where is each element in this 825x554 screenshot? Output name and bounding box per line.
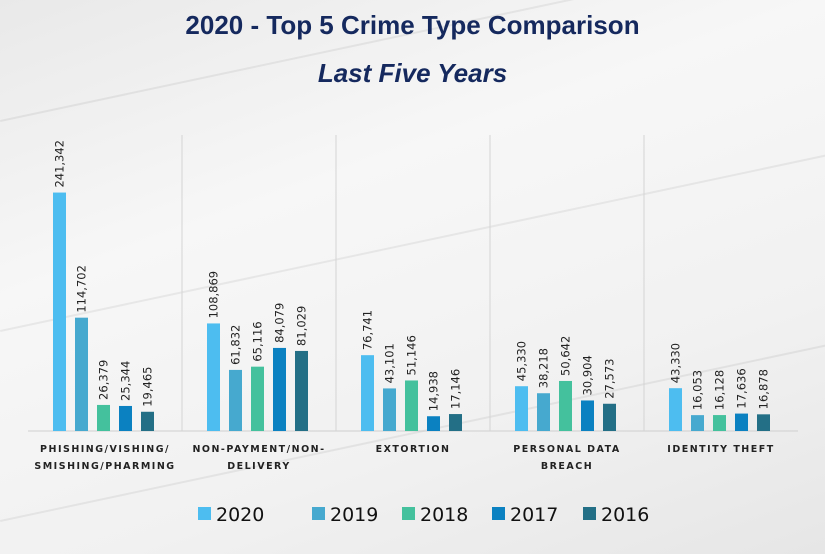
- data-label: 17,636: [735, 368, 749, 408]
- bar-2019: [229, 369, 242, 431]
- bar-2017: [273, 347, 286, 431]
- bar-2018: [405, 380, 418, 431]
- bar-2017: [427, 416, 440, 431]
- bar-2018: [97, 404, 110, 431]
- data-label: 26,379: [97, 360, 111, 400]
- chart-title: 2020 - Top 5 Crime Type Comparison: [185, 10, 640, 40]
- bar-2020: [207, 323, 220, 431]
- bar-2016: [295, 350, 308, 431]
- legend-swatch-2019: [312, 507, 325, 520]
- data-label: 65,116: [251, 321, 265, 361]
- data-label: 61,832: [229, 325, 243, 365]
- data-label: 16,053: [691, 370, 705, 410]
- bar-2019: [75, 317, 88, 431]
- legend-swatch-2017: [492, 507, 505, 520]
- data-label: 43,101: [383, 343, 397, 383]
- legend-label: 2017: [510, 504, 558, 526]
- data-label: 45,330: [515, 341, 529, 381]
- data-label: 114,702: [75, 265, 89, 313]
- bar-2016: [603, 403, 616, 431]
- category-label: IDENTITY THEFT: [667, 444, 774, 455]
- bar-2020: [361, 355, 374, 431]
- bar-2017: [119, 405, 132, 431]
- bar-2020: [669, 388, 682, 431]
- data-label: 25,344: [119, 361, 133, 401]
- legend-swatch-2018: [402, 507, 415, 520]
- data-label: 16,128: [713, 370, 727, 410]
- data-label: 30,904: [581, 355, 595, 395]
- category-label: DELIVERY: [227, 461, 290, 472]
- bar-2018: [559, 380, 572, 431]
- bar-2017: [581, 400, 594, 431]
- legend-label: 2016: [601, 504, 649, 526]
- category-label: BREACH: [541, 461, 593, 472]
- bar-2016: [449, 414, 462, 431]
- bar-2016: [757, 414, 770, 431]
- data-label: 19,465: [141, 367, 155, 407]
- category-label: NON-PAYMENT/NON-: [192, 444, 325, 455]
- data-label: 241,342: [53, 140, 67, 188]
- legend-label: 2020: [216, 504, 264, 526]
- data-label: 43,330: [669, 343, 683, 383]
- legend-swatch-2016: [583, 507, 596, 520]
- data-label: 84,079: [273, 303, 287, 343]
- data-label: 81,029: [295, 306, 309, 346]
- legend-label: 2018: [420, 504, 468, 526]
- category-label: EXTORTION: [376, 444, 451, 455]
- data-label: 38,218: [537, 348, 551, 388]
- data-label: 51,146: [405, 335, 419, 375]
- bar-2018: [713, 415, 726, 431]
- category-label: PHISHING/VISHING/: [40, 444, 170, 455]
- bar-2019: [383, 388, 396, 431]
- data-label: 16,878: [757, 369, 771, 409]
- bar-2019: [537, 393, 550, 431]
- bar-2020: [53, 192, 66, 431]
- data-label: 14,938: [427, 371, 441, 411]
- data-label: 108,869: [207, 271, 221, 319]
- data-label: 17,146: [449, 369, 463, 409]
- category-label: PERSONAL DATA: [513, 444, 620, 455]
- category-label: SMISHING/PHARMING: [34, 461, 175, 472]
- bar-2019: [691, 415, 704, 431]
- bar-2017: [735, 413, 748, 431]
- bar-2016: [141, 411, 154, 431]
- bar-2018: [251, 366, 264, 431]
- legend-swatch-2020: [198, 507, 211, 520]
- data-label: 50,642: [559, 336, 573, 376]
- data-label: 76,741: [361, 310, 375, 350]
- chart-subtitle: Last Five Years: [317, 58, 508, 88]
- legend-label: 2019: [330, 504, 378, 526]
- data-label: 27,573: [603, 359, 617, 399]
- bar-2020: [515, 386, 528, 431]
